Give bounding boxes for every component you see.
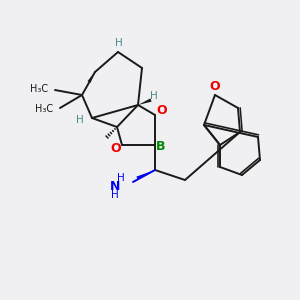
Text: B: B <box>156 140 166 152</box>
Text: H: H <box>150 91 158 101</box>
Polygon shape <box>136 170 155 179</box>
Polygon shape <box>88 72 95 83</box>
Text: O: O <box>111 142 121 154</box>
Text: H: H <box>111 190 119 200</box>
Text: O: O <box>210 80 220 92</box>
Text: H: H <box>115 38 123 48</box>
Polygon shape <box>138 98 152 105</box>
Text: H₃C: H₃C <box>35 104 53 114</box>
Text: H: H <box>76 115 84 125</box>
Text: H: H <box>117 173 125 183</box>
Text: O: O <box>157 103 167 116</box>
Text: N: N <box>110 179 120 193</box>
Text: H₃C: H₃C <box>30 84 48 94</box>
